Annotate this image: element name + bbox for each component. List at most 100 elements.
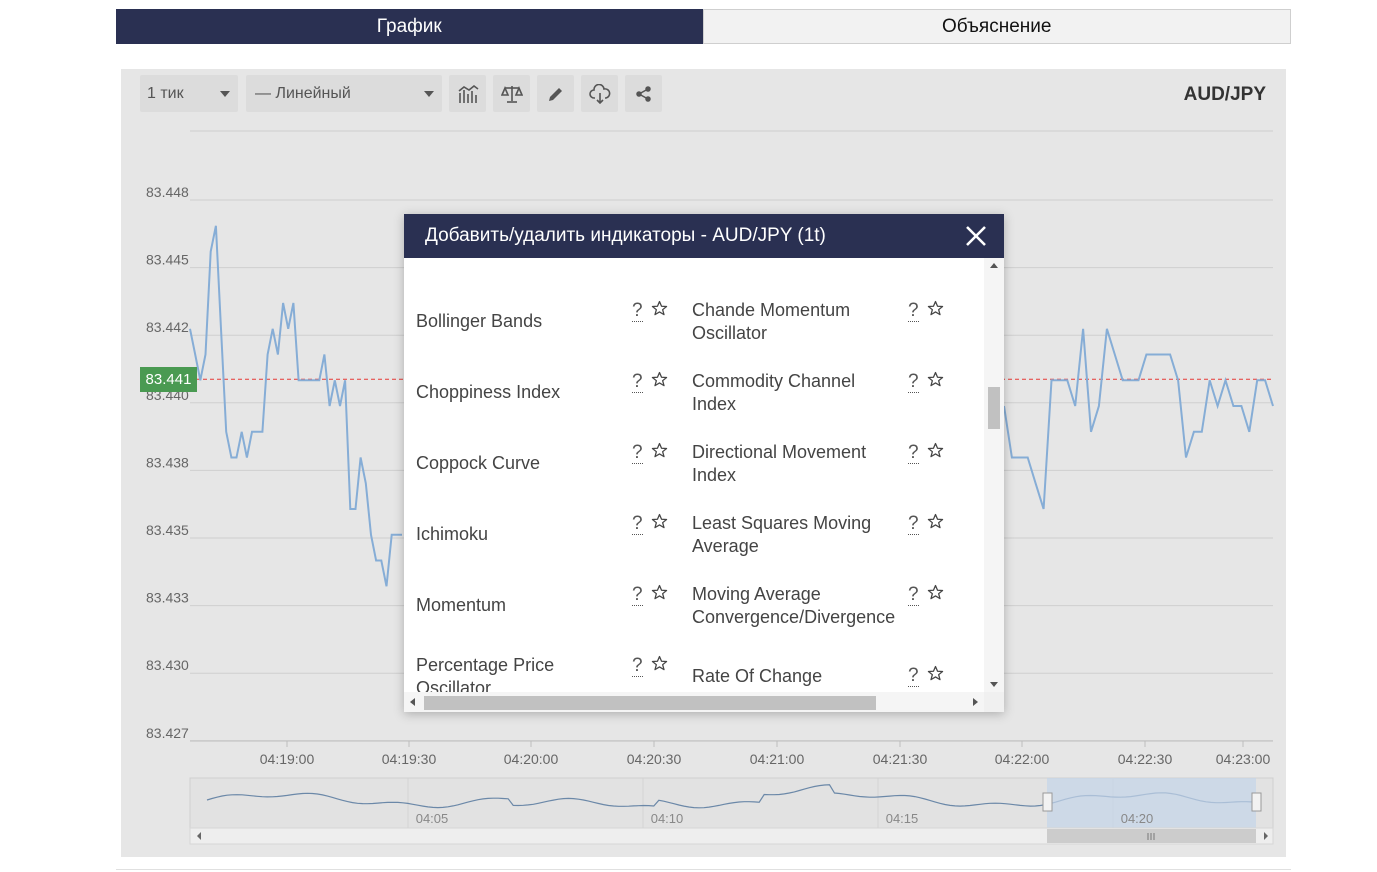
comparison-scale-icon — [500, 85, 523, 103]
indicator-name-line: Index — [692, 394, 737, 414]
x-tick-label: 04:22:30 — [1118, 751, 1173, 767]
indicator-name[interactable]: Chande Momentum Oscillator — [692, 299, 850, 345]
indicator-name-line: Rate Of Change — [692, 666, 823, 686]
instrument-label: AUD/JPY — [1183, 84, 1266, 105]
indicator-name[interactable]: Coppock Curve — [416, 452, 540, 475]
navigator-label: 04:20 — [1121, 811, 1154, 826]
interval-select[interactable]: 1 тик — [140, 75, 238, 112]
help-icon[interactable]: ? — [632, 300, 643, 322]
price-series-right — [1003, 328, 1274, 510]
help-icon[interactable]: ? — [632, 655, 643, 677]
comparison-button[interactable] — [493, 75, 530, 112]
share-button[interactable] — [625, 75, 662, 112]
tab-explanation[interactable]: Объяснение — [702, 9, 1291, 44]
indicator-name-line: Average — [692, 536, 759, 556]
help-icon[interactable]: ? — [632, 513, 643, 535]
scroll-down-icon[interactable] — [984, 678, 1004, 692]
indicator-name-line: Least Squares Moving — [692, 513, 872, 533]
help-icon[interactable]: ? — [908, 300, 919, 322]
horizontal-scroll-thumb[interactable] — [424, 696, 876, 710]
y-tick-label: 83.427 — [146, 725, 189, 741]
x-tick-label: 04:22:00 — [995, 751, 1050, 767]
tab-bar: График Объяснение — [116, 9, 1291, 44]
indicator-name[interactable]: Moving Average Convergence/Divergence — [692, 583, 895, 629]
indicator-name[interactable]: Percentage Price Oscillator — [416, 654, 554, 692]
indicator-name[interactable]: Directional Movement Index — [692, 441, 866, 487]
tab-chart[interactable]: График — [116, 9, 703, 44]
pencil-icon — [548, 87, 562, 101]
x-tick-label: 04:20:30 — [627, 751, 682, 767]
favorite-star-icon[interactable] — [927, 371, 944, 388]
help-icon[interactable]: ? — [908, 442, 919, 464]
help-icon[interactable]: ? — [632, 442, 643, 464]
navigator-selection — [1047, 778, 1256, 828]
navigator-scroll-right-icon — [1264, 832, 1268, 840]
help-icon[interactable]: ? — [908, 584, 919, 606]
horizontal-scrollbar[interactable] — [404, 692, 984, 712]
indicator-name-line: Commodity Channel — [692, 371, 856, 391]
navigator-scrollbar — [189, 827, 1274, 845]
indicator-name-line: Bollinger Bands — [416, 311, 543, 331]
favorite-star-icon[interactable] — [651, 584, 668, 601]
indicator-name[interactable]: Ichimoku — [416, 523, 488, 546]
chart-type-value: — Линейный — [255, 84, 351, 102]
y-tick-label: 83.448 — [146, 184, 189, 200]
favorite-star-icon[interactable] — [651, 655, 668, 672]
scroll-left-icon[interactable] — [406, 692, 420, 712]
download-button[interactable] — [581, 75, 618, 112]
indicators-button[interactable] — [449, 75, 486, 112]
favorite-star-icon[interactable] — [651, 442, 668, 459]
indicator-name-line: Coppock Curve — [416, 453, 541, 473]
favorite-star-icon[interactable] — [927, 300, 944, 317]
vertical-scroll-thumb[interactable] — [988, 387, 1000, 429]
indicator-name[interactable]: Least Squares Moving Average — [692, 512, 871, 558]
x-tick-label: 04:19:30 — [382, 751, 437, 767]
dialog-title: Добавить/удалить индикаторы - AUD/JPY (1… — [425, 225, 826, 246]
indicator-name-line: Chande Momentum — [692, 300, 851, 320]
price-series-left — [189, 225, 402, 587]
favorite-star-icon[interactable] — [927, 442, 944, 459]
indicator-name[interactable]: Momentum — [416, 594, 506, 617]
scroll-right-icon[interactable] — [968, 692, 982, 712]
help-icon[interactable]: ? — [908, 371, 919, 393]
chart-type-select[interactable]: — Линейный — [246, 75, 442, 112]
help-icon[interactable]: ? — [908, 665, 919, 687]
favorite-star-icon[interactable] — [651, 513, 668, 530]
share-icon — [635, 85, 651, 102]
indicator-name[interactable]: Choppiness Index — [416, 381, 560, 404]
indicators-dialog: Добавить/удалить индикаторы - AUD/JPY (1… — [404, 214, 1004, 712]
help-icon[interactable]: ? — [632, 584, 643, 606]
navigator-label: 04:05 — [416, 811, 449, 826]
navigator-scroll-left-icon — [197, 832, 201, 840]
navigator-grip-icon — [1147, 833, 1155, 840]
draw-button[interactable] — [537, 75, 574, 112]
indicator-name-line: Convergence/Divergence — [692, 607, 896, 627]
indicator-name[interactable]: Commodity Channel Index — [692, 370, 855, 416]
chevron-down-icon — [220, 91, 230, 97]
favorite-star-icon[interactable] — [927, 513, 944, 530]
y-tick-label: 83.435 — [146, 522, 189, 538]
y-tick-label: 83.438 — [146, 454, 189, 470]
favorite-star-icon[interactable] — [651, 300, 668, 317]
x-tick-label: 04:19:00 — [260, 751, 315, 767]
indicator-name-line: Choppiness Index — [416, 382, 561, 402]
close-icon[interactable] — [964, 224, 988, 248]
interval-value: 1 тик — [147, 84, 184, 102]
y-tick-label: 83.445 — [146, 252, 189, 268]
indicator-name-line: Directional Movement — [692, 442, 867, 462]
favorite-star-icon[interactable] — [927, 665, 944, 682]
indicator-list: Bollinger Bands? Chande Momentum Oscillato… — [404, 258, 984, 692]
vertical-scrollbar[interactable] — [984, 258, 1004, 692]
indicator-name[interactable]: Rate Of Change — [692, 665, 822, 688]
x-tick-label: 04:20:00 — [504, 751, 559, 767]
help-icon[interactable]: ? — [908, 513, 919, 535]
scroll-corner — [984, 692, 1004, 712]
favorite-star-icon[interactable] — [651, 371, 668, 388]
help-icon[interactable]: ? — [632, 371, 643, 393]
chevron-down-icon — [424, 91, 434, 97]
indicator-name-line: Index — [692, 465, 737, 485]
favorite-star-icon[interactable] — [927, 584, 944, 601]
indicator-name[interactable]: Bollinger Bands — [416, 310, 542, 333]
scroll-up-icon[interactable] — [984, 258, 1004, 272]
